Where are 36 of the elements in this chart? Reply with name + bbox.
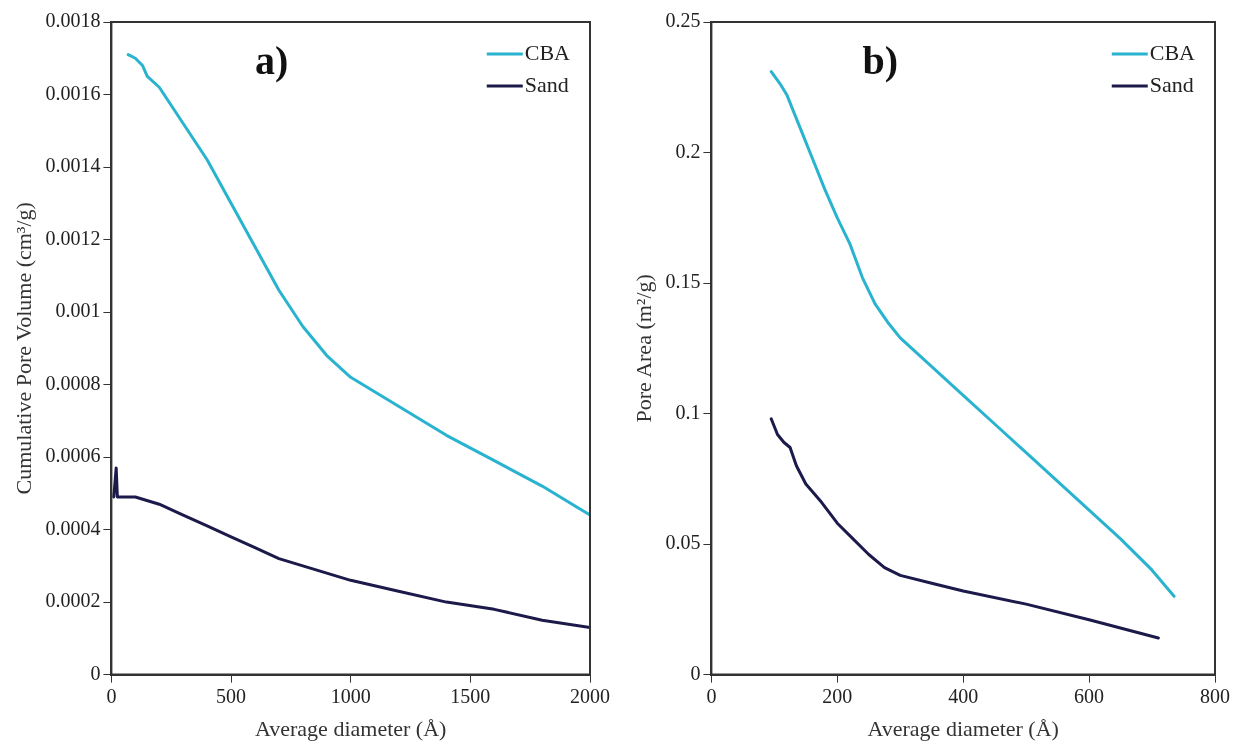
y-tick-label: 0.2 — [675, 139, 701, 162]
x-axis-title: Average diameter (Å) — [255, 715, 447, 741]
y-tick-label: 0.0018 — [45, 9, 101, 32]
legend-label: CBA — [1149, 39, 1196, 65]
y-tick-label: 0.15 — [665, 270, 701, 293]
y-tick-label: 0.0016 — [45, 81, 101, 104]
y-tick-label: 0.0008 — [45, 371, 101, 394]
annotation: a) — [254, 38, 289, 84]
y-axis-title: Pore Area (m²/g) — [630, 274, 656, 423]
legend-label: Sand — [1149, 71, 1194, 97]
x-tick-label: 2000 — [570, 684, 610, 707]
x-axis-title: Average diameter (Å) — [867, 715, 1059, 741]
y-tick-label: 0.0002 — [45, 589, 101, 612]
x-tick-label: 600 — [1074, 684, 1105, 707]
y-tick-label: 0 — [690, 661, 701, 684]
y-tick-label: 0.25 — [665, 9, 701, 32]
y-tick-label: 0 — [90, 661, 101, 684]
x-tick-label: 0 — [706, 684, 717, 707]
y-tick-label: 0.001 — [55, 299, 101, 322]
x-tick-label: 500 — [216, 684, 247, 707]
legend-label: CBA — [524, 39, 571, 65]
y-tick-label: 0.0004 — [45, 516, 101, 539]
y-tick-label: 0.0014 — [45, 154, 101, 177]
y-tick-label: 0.0012 — [45, 226, 101, 249]
y-axis-title: Cumulative Pore Volume (cm³/g) — [10, 202, 36, 495]
x-tick-label: 1500 — [450, 684, 491, 707]
y-tick-label: 0.1 — [675, 400, 701, 423]
x-tick-label: 400 — [948, 684, 979, 707]
y-tick-label: 0.05 — [665, 531, 701, 554]
x-tick-label: 1000 — [330, 684, 371, 707]
x-tick-label: 0 — [106, 684, 117, 707]
legend-label: Sand — [524, 71, 569, 97]
y-tick-label: 0.0006 — [45, 444, 101, 467]
annotation: b) — [862, 38, 899, 84]
x-tick-label: 200 — [822, 684, 853, 707]
x-tick-label: 800 — [1200, 684, 1230, 707]
